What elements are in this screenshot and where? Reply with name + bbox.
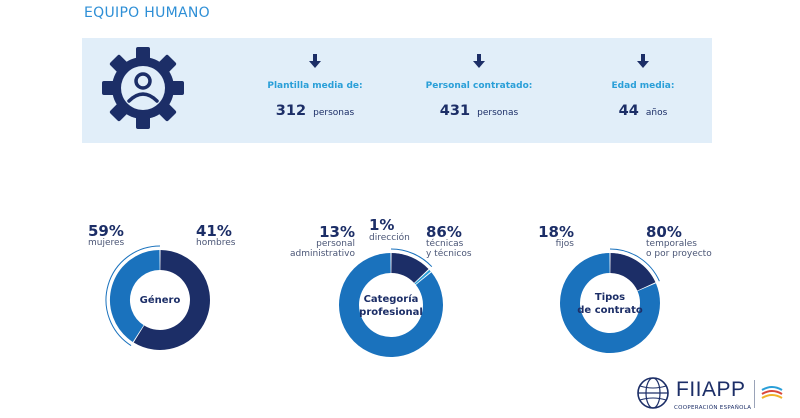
slice-percent: 18% (538, 223, 574, 241)
stat-label: Plantilla media de: (267, 81, 363, 91)
donut-slice (414, 269, 431, 285)
stats-band (82, 38, 712, 143)
stat-unit: personas (477, 108, 519, 118)
slice-caption: administrativo (290, 249, 355, 259)
slice-outline-arc (105, 245, 161, 347)
stat-label: Edad media: (611, 81, 675, 91)
slice-caption: dirección (369, 232, 410, 243)
donut-slice (339, 253, 443, 357)
arrow-down-icon (637, 54, 649, 68)
donut-center-label: Tipos (595, 292, 625, 303)
slice-percent: 59% (88, 222, 124, 240)
stat-unit: personas (313, 108, 355, 118)
slice-outline-arc (609, 248, 660, 282)
slice-caption: fijos (556, 239, 575, 249)
slice-percent: 41% (196, 222, 232, 240)
brand-subtitle: COOPERACIÓN ESPAÑOLA (674, 405, 752, 411)
arrow-down-icon (309, 54, 321, 68)
donut-slice (390, 253, 429, 284)
slice-percent: 86% (426, 223, 462, 241)
stat-value: 431 (439, 103, 471, 119)
stat-value: 312 (275, 103, 307, 119)
donut-slice (110, 250, 161, 342)
donut-center-label: profesional (359, 307, 423, 318)
section-title: EQUIPO HUMANO (84, 5, 210, 21)
globe-icon (637, 377, 669, 409)
donut-slice (609, 253, 656, 292)
slice-caption: personal (316, 239, 355, 249)
brand-logo: FIIAPP COOPERACIÓN ESPAÑOLA (636, 376, 796, 416)
stat-label: Personal contratado: (425, 81, 533, 91)
donut-center-label: Género (140, 294, 181, 306)
donut-center-label: de contrato (577, 305, 643, 316)
donut-slice (560, 253, 660, 353)
donut-center-label: Categoría (364, 293, 419, 305)
slice-outline-arc (390, 248, 433, 268)
slice-caption: o por proyecto (646, 249, 712, 259)
slice-percent: 13% (319, 223, 355, 241)
flag-icon (761, 386, 783, 399)
donut-ring-gap (337, 251, 445, 359)
slice-percent: 80% (646, 223, 682, 241)
stat-unit: años (645, 108, 668, 118)
stat-personal: Personal contratado: 431 personas (404, 53, 554, 119)
donut-slice (133, 250, 210, 350)
stat-edad: Edad media: 44 años (568, 53, 718, 119)
brand-name: FIIAPP (676, 378, 746, 401)
slice-caption: temporales (646, 239, 697, 249)
stat-plantilla: Plantilla media de: 312 personas (240, 53, 390, 119)
slice-caption: mujeres (88, 238, 125, 248)
slice-caption: técnicas (426, 238, 464, 249)
gear-user-icon (102, 47, 184, 129)
donut-ring-gap (558, 251, 662, 355)
slice-caption: hombres (196, 238, 236, 248)
slice-percent: 1% (369, 216, 394, 234)
stat-value: 44 (618, 103, 639, 119)
arrow-down-icon (473, 54, 485, 68)
slice-caption: y técnicos (426, 248, 472, 259)
brand-divider (754, 380, 755, 408)
